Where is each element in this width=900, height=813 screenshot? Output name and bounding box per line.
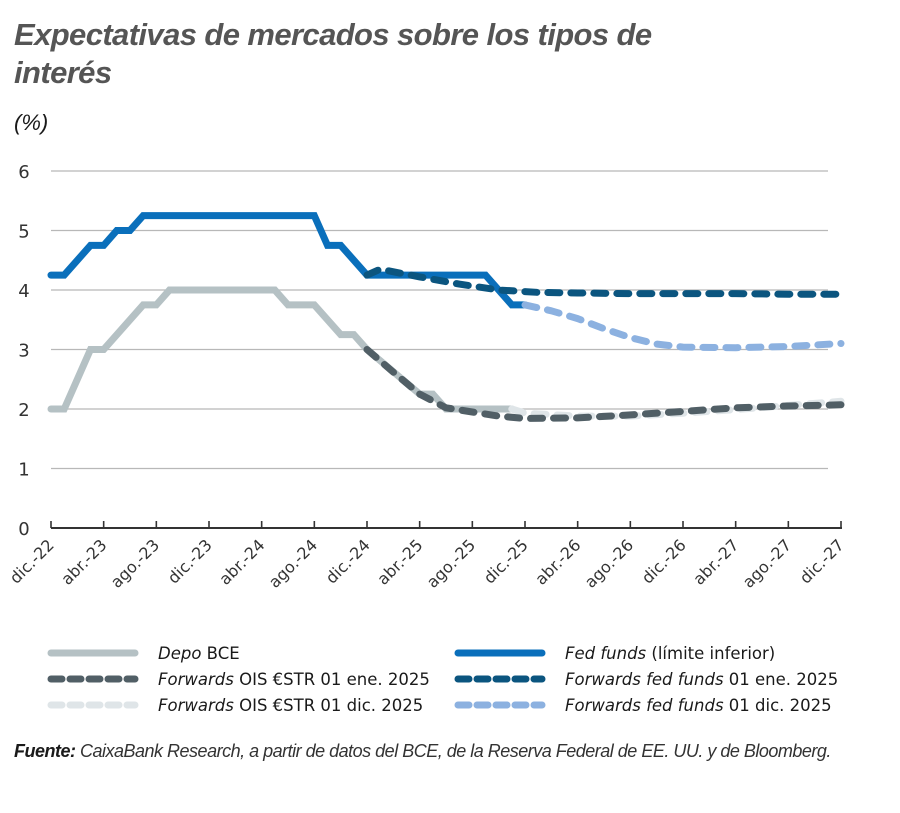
legend: Depo BCE Fed funds (límite inferior) For… <box>0 640 900 730</box>
x-tick-label: ago.-27 <box>739 535 795 591</box>
legend-item-forwards-fed-ene: Forwards fed funds 01 ene. 2025 <box>453 666 838 692</box>
source-label: Fuente: <box>14 741 76 761</box>
x-tick-label: ago.-26 <box>581 535 637 591</box>
x-tick-label: abr.-25 <box>373 535 426 588</box>
x-tick-label: dic.-22 <box>6 535 58 587</box>
x-tick-label: abr.-27 <box>689 535 742 588</box>
y-tick-label: 1 <box>18 460 29 481</box>
x-tick-label: dic.-26 <box>638 535 690 587</box>
x-tick-label: dic.-25 <box>480 535 532 587</box>
y-tick-label: 6 <box>18 162 29 183</box>
gridlines <box>51 170 828 470</box>
x-tick-label: ago.-23 <box>107 535 163 591</box>
legend-item-fed-funds: Fed funds (límite inferior) <box>453 640 775 666</box>
series-lines <box>47 212 845 422</box>
y-tick-label: 2 <box>18 400 29 421</box>
x-tick-label: abr.-26 <box>531 535 584 588</box>
y-tick-label: 5 <box>18 222 29 243</box>
legend-swatch-dashed-darkgray-icon <box>47 675 139 683</box>
x-tick-label: abr.-23 <box>57 535 110 588</box>
x-tick-label: abr.-24 <box>215 535 268 588</box>
y-tick-label: 0 <box>18 519 29 540</box>
legend-swatch-solid-gray-icon <box>47 649 139 657</box>
x-tick-label: dic.-24 <box>322 535 374 587</box>
x-tick-label: ago.-25 <box>423 535 479 591</box>
source-note: Fuente: CaixaBank Research, a partir de … <box>14 738 834 764</box>
x-tick-label: dic.-23 <box>164 535 216 587</box>
y-axis-ticks: 0 1 2 3 4 5 6 <box>18 162 29 540</box>
x-tick-label: dic.-27 <box>796 535 848 587</box>
legend-item-depo-bce: Depo BCE <box>46 640 240 666</box>
legend-swatch-solid-blue-icon <box>454 649 546 657</box>
legend-swatch-dashed-lightblue-icon <box>454 701 546 709</box>
source-text: CaixaBank Research, a partir de datos de… <box>75 741 831 761</box>
series-forwards-ois-ene <box>363 346 845 422</box>
series-fed-funds <box>47 212 529 309</box>
y-axis-unit: (%) <box>14 110 49 135</box>
legend-swatch-dashed-navy-icon <box>454 675 546 683</box>
legend-item-forwards-ois-ene: Forwards OIS €STR 01 ene. 2025 <box>46 666 430 692</box>
legend-item-forwards-fed-dic: Forwards fed funds 01 dic. 2025 <box>453 692 832 718</box>
series-forwards-fed-ene <box>363 265 845 298</box>
x-tick-label: ago.-24 <box>265 535 321 591</box>
y-tick-label: 4 <box>18 281 29 302</box>
y-tick-label: 3 <box>18 341 29 362</box>
legend-item-forwards-ois-dic: Forwards OIS €STR 01 dic. 2025 <box>46 692 423 718</box>
chart-title: Expectativas de mercados sobre los tipos… <box>14 17 652 90</box>
series-forwards-fed-dic <box>521 301 845 352</box>
legend-swatch-dashed-lightgray-icon <box>47 701 139 709</box>
